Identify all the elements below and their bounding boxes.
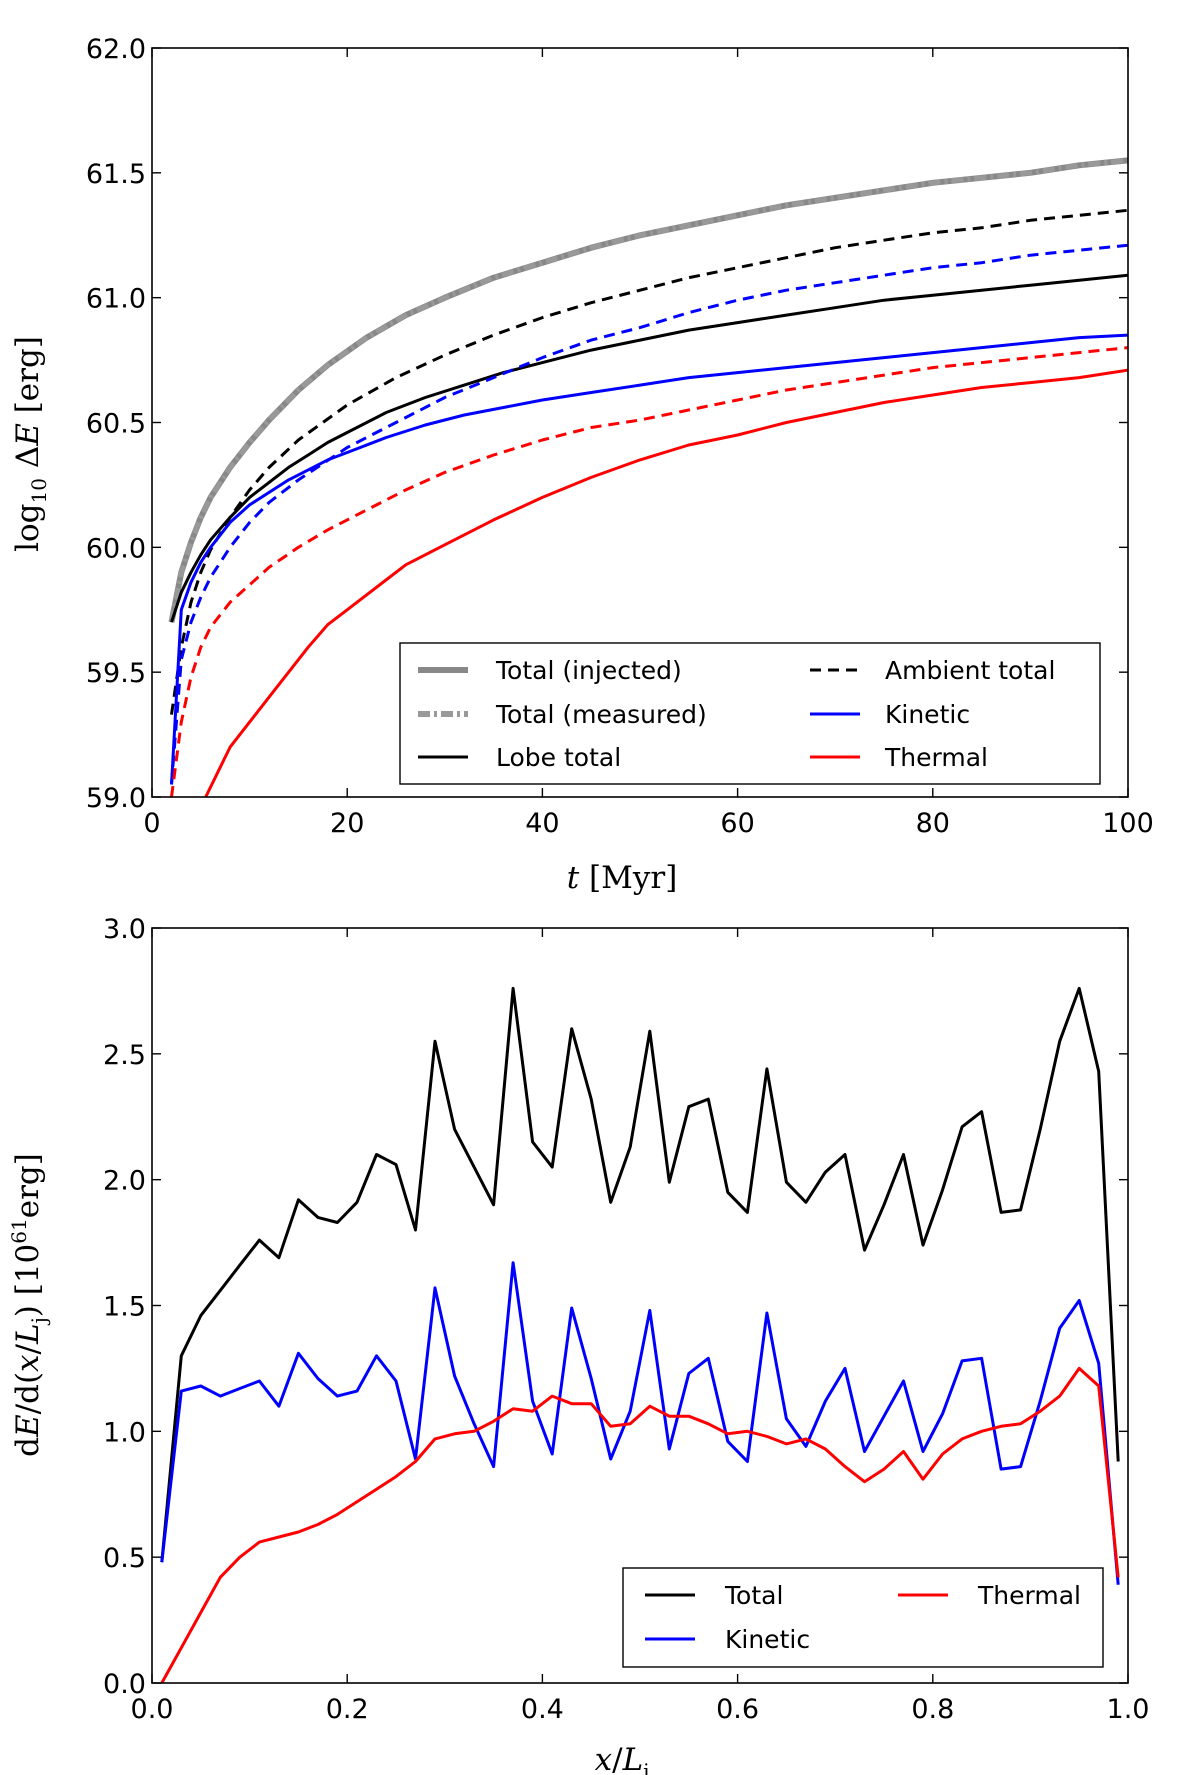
top-series-kinetic-ambient (170, 243, 1128, 785)
bottom-series-thermal (160, 1366, 1120, 1683)
bottom-axis-ticks: 0.0 0.2 0.4 0.6 0.8 1.0 0.0 0.5 1.0 1.5 2.0 2.5 3.0 (103, 914, 1149, 1725)
top-ytick-label: 60.0 (86, 533, 146, 564)
bottom-plot-frame (151, 927, 1129, 1684)
top-ytick-label: 60.5 (86, 409, 146, 440)
top-legend: Total (injected) Total (measured) Lobe t… (399, 642, 1101, 785)
bottom-series-kinetic (160, 1261, 1120, 1585)
legend-label-total: Total (724, 1581, 783, 1610)
top-series-lobe-total (170, 273, 1128, 623)
top-xtick-label: 0 (143, 808, 160, 839)
legend-label-total-measured: Total (measured) (495, 700, 707, 729)
legend-label-thermal: Thermal (884, 743, 988, 772)
top-plot-frame (151, 47, 1129, 798)
top-y-axis-label: log10 ΔE [erg] (10, 336, 51, 552)
bottom-ytick-label: 3.0 (103, 914, 146, 945)
top-x-axis-label: t [Myr] (567, 860, 678, 896)
bottom-x-axis-label: x/Lj (595, 1742, 650, 1775)
top-xtick-label: 100 (1102, 808, 1154, 839)
top-series-ambient-total (170, 208, 1128, 715)
bottom-ytick-label: 0.5 (103, 1543, 146, 1574)
bottom-ytick-label: 2.5 (103, 1040, 146, 1071)
bottom-series-total (160, 986, 1120, 1563)
top-ytick-label: 59.5 (86, 658, 146, 689)
bottom-xtick-label: 0.0 (131, 1694, 174, 1725)
top-xtick-label: 60 (720, 808, 754, 839)
bottom-xtick-label: 0.4 (521, 1694, 564, 1725)
bottom-plot-lines (160, 986, 1120, 1683)
top-axis-ticks: 0 20 40 60 80 100 59.0 59.5 60.0 60.5 61.0 61.5 62.0 (86, 34, 1154, 839)
bottom-xtick-label: 0.6 (716, 1694, 759, 1725)
legend-label-lobe-total: Lobe total (496, 743, 621, 772)
energy-time-panel: 0 20 40 60 80 100 59.0 59.5 60.0 60.5 61.0 61.5 62.0… (10, 34, 1154, 896)
bottom-ytick-label: 1.5 (103, 1292, 146, 1323)
bottom-legend: Total Kinetic Thermal (622, 1567, 1104, 1668)
top-legend-box (399, 642, 1101, 785)
legend-label-thermal-bottom: Thermal (977, 1581, 1081, 1610)
top-ytick-label: 61.5 (86, 159, 146, 190)
legend-label-kinetic-bottom: Kinetic (725, 1625, 810, 1654)
top-series-thermal-ambient (170, 346, 1128, 797)
bottom-ytick-label: 1.0 (103, 1417, 146, 1448)
bottom-ytick-label: 0.0 (103, 1669, 146, 1700)
bottom-xtick-label: 0.8 (911, 1694, 954, 1725)
top-series-thermal (204, 368, 1128, 797)
energy-profile-panel: 0.0 0.2 0.4 0.6 0.8 1.00.00.51.01.52.02.53.0 … (7, 914, 1149, 1775)
bottom-ytick-label: 2.0 (103, 1166, 146, 1197)
top-series-kinetic (170, 333, 1128, 785)
legend-label-ambient-total: Ambient total (885, 656, 1055, 685)
top-xtick-label: 20 (330, 808, 364, 839)
top-ytick-label: 59.0 (86, 783, 146, 814)
top-ytick-label: 61.0 (86, 284, 146, 315)
top-xtick-label: 80 (916, 808, 950, 839)
bottom-xtick-label: 0.2 (326, 1694, 369, 1725)
top-plot-lines (168, 157, 1128, 797)
top-ytick-label: 62.0 (86, 34, 146, 65)
bottom-xtick-label: 1.0 (1107, 1694, 1150, 1725)
top-xtick-label: 40 (525, 808, 559, 839)
legend-label-total-injected: Total (injected) (495, 656, 682, 685)
top-series-total-measured (169, 157, 1128, 623)
bottom-y-axis-label: dE/d(x/Lj) [1061erg] (7, 1153, 51, 1457)
legend-label-kinetic: Kinetic (885, 700, 970, 729)
bottom-legend-box (622, 1567, 1104, 1668)
